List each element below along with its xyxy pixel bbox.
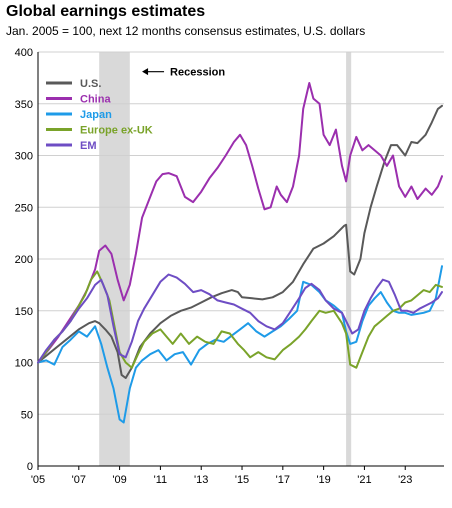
axes: 0 50 100 150 200 250 300 350 400 '05 '07 '09 '11 '13 '… xyxy=(15,47,444,486)
y-tick-label: 50 xyxy=(21,409,33,421)
series-line-u-s xyxy=(37,104,443,379)
legend-label-china: China xyxy=(80,94,111,106)
y-tick-label: 300 xyxy=(15,151,33,163)
series-line-china xyxy=(37,82,443,364)
y-tick-label: 150 xyxy=(15,306,33,318)
legend-label-japan: Japan xyxy=(80,109,112,121)
y-tick-label: 350 xyxy=(15,99,33,111)
annotation-arrow-head xyxy=(142,68,149,76)
series-lines xyxy=(37,82,443,424)
y-tick-label: 250 xyxy=(15,202,33,214)
x-tick-label: '13 xyxy=(194,474,208,486)
y-tick-label: 400 xyxy=(15,47,33,59)
x-tick-label: '19 xyxy=(316,474,330,486)
x-tick-label: '15 xyxy=(235,474,249,486)
x-tick-label: '09 xyxy=(112,474,126,486)
annotations: Recession xyxy=(142,67,225,79)
chart-title: Global earnings estimates xyxy=(6,3,206,20)
x-tick-label: '07 xyxy=(72,474,86,486)
gridlines xyxy=(38,51,444,415)
series-line-em xyxy=(37,273,443,364)
y-tick-label: 0 xyxy=(27,461,33,473)
chart-subtitle: Jan. 2005 = 100, next 12 months consensu… xyxy=(6,24,366,38)
legend: U.S. China Japan Europe ex-UK EM xyxy=(46,78,153,152)
legend-label-europe-ex-uk: Europe ex-UK xyxy=(80,125,153,137)
x-tick-label: '23 xyxy=(398,474,412,486)
y-tick-label: 200 xyxy=(15,254,33,266)
series-line-europe-ex-uk xyxy=(37,270,443,369)
legend-label-u-s: U.S. xyxy=(80,78,101,90)
x-tick-label: '21 xyxy=(357,474,371,486)
x-tick-label: '05 xyxy=(31,474,45,486)
legend-label-em: EM xyxy=(80,140,97,152)
x-tick-label: '17 xyxy=(276,474,290,486)
x-tick-label: '11 xyxy=(154,474,168,486)
y-tick-label: 100 xyxy=(15,358,33,370)
recession-annotation: Recession xyxy=(170,67,225,79)
series-line-japan xyxy=(37,265,443,424)
